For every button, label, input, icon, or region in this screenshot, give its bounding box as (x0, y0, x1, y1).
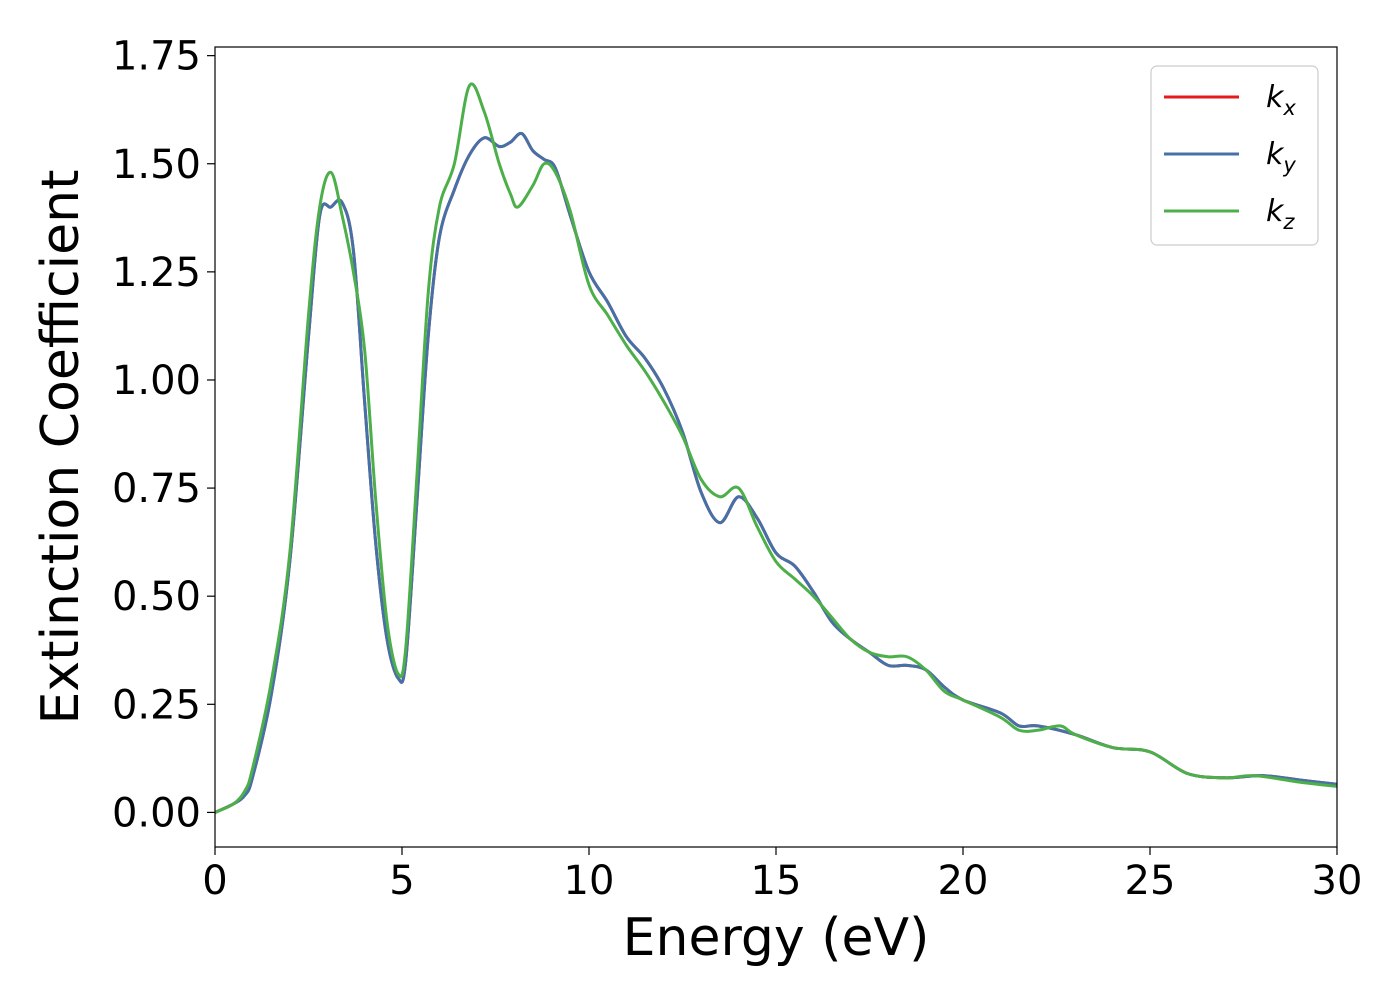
y-tick-label: 1.75 (112, 34, 201, 80)
y-tick-label: 1.25 (112, 250, 201, 296)
y-tick-label: 0.50 (112, 574, 201, 620)
series-line-kz (215, 82, 1337, 814)
x-tick-label: 5 (389, 858, 414, 904)
x-axis-label: Energy (eV) (623, 908, 930, 968)
legend-label: kx (1266, 80, 1296, 120)
x-tick-label: 25 (1125, 858, 1176, 904)
y-tick-label: 0.25 (112, 682, 201, 728)
x-tick-label: 15 (751, 858, 802, 904)
y-tick-label: 1.50 (112, 142, 201, 188)
x-axis-ticks: 0 5 10 15 20 25 30 (202, 847, 1362, 904)
y-axis-ticks: 0.00 0.25 0.50 0.75 1.00 1.25 1.50 1.75 (112, 34, 215, 836)
y-axis-label: Extinction Coefficient (31, 170, 91, 725)
legend-item: kx (1164, 80, 1296, 120)
series-layer (215, 82, 1337, 814)
legend-item: ky (1164, 137, 1296, 177)
y-tick-label: 0.75 (112, 466, 201, 512)
legend-item: kz (1164, 194, 1295, 234)
x-tick-label: 20 (938, 858, 989, 904)
legend-label: kz (1266, 194, 1295, 234)
legend: kx ky kz (1150, 65, 1319, 246)
y-tick-label: 0.00 (112, 790, 201, 836)
legend-label: ky (1266, 137, 1296, 177)
x-tick-label: 10 (564, 858, 615, 904)
x-tick-label: 30 (1312, 858, 1363, 904)
x-tick-label: 0 (202, 858, 227, 904)
y-tick-label: 1.00 (112, 358, 201, 404)
